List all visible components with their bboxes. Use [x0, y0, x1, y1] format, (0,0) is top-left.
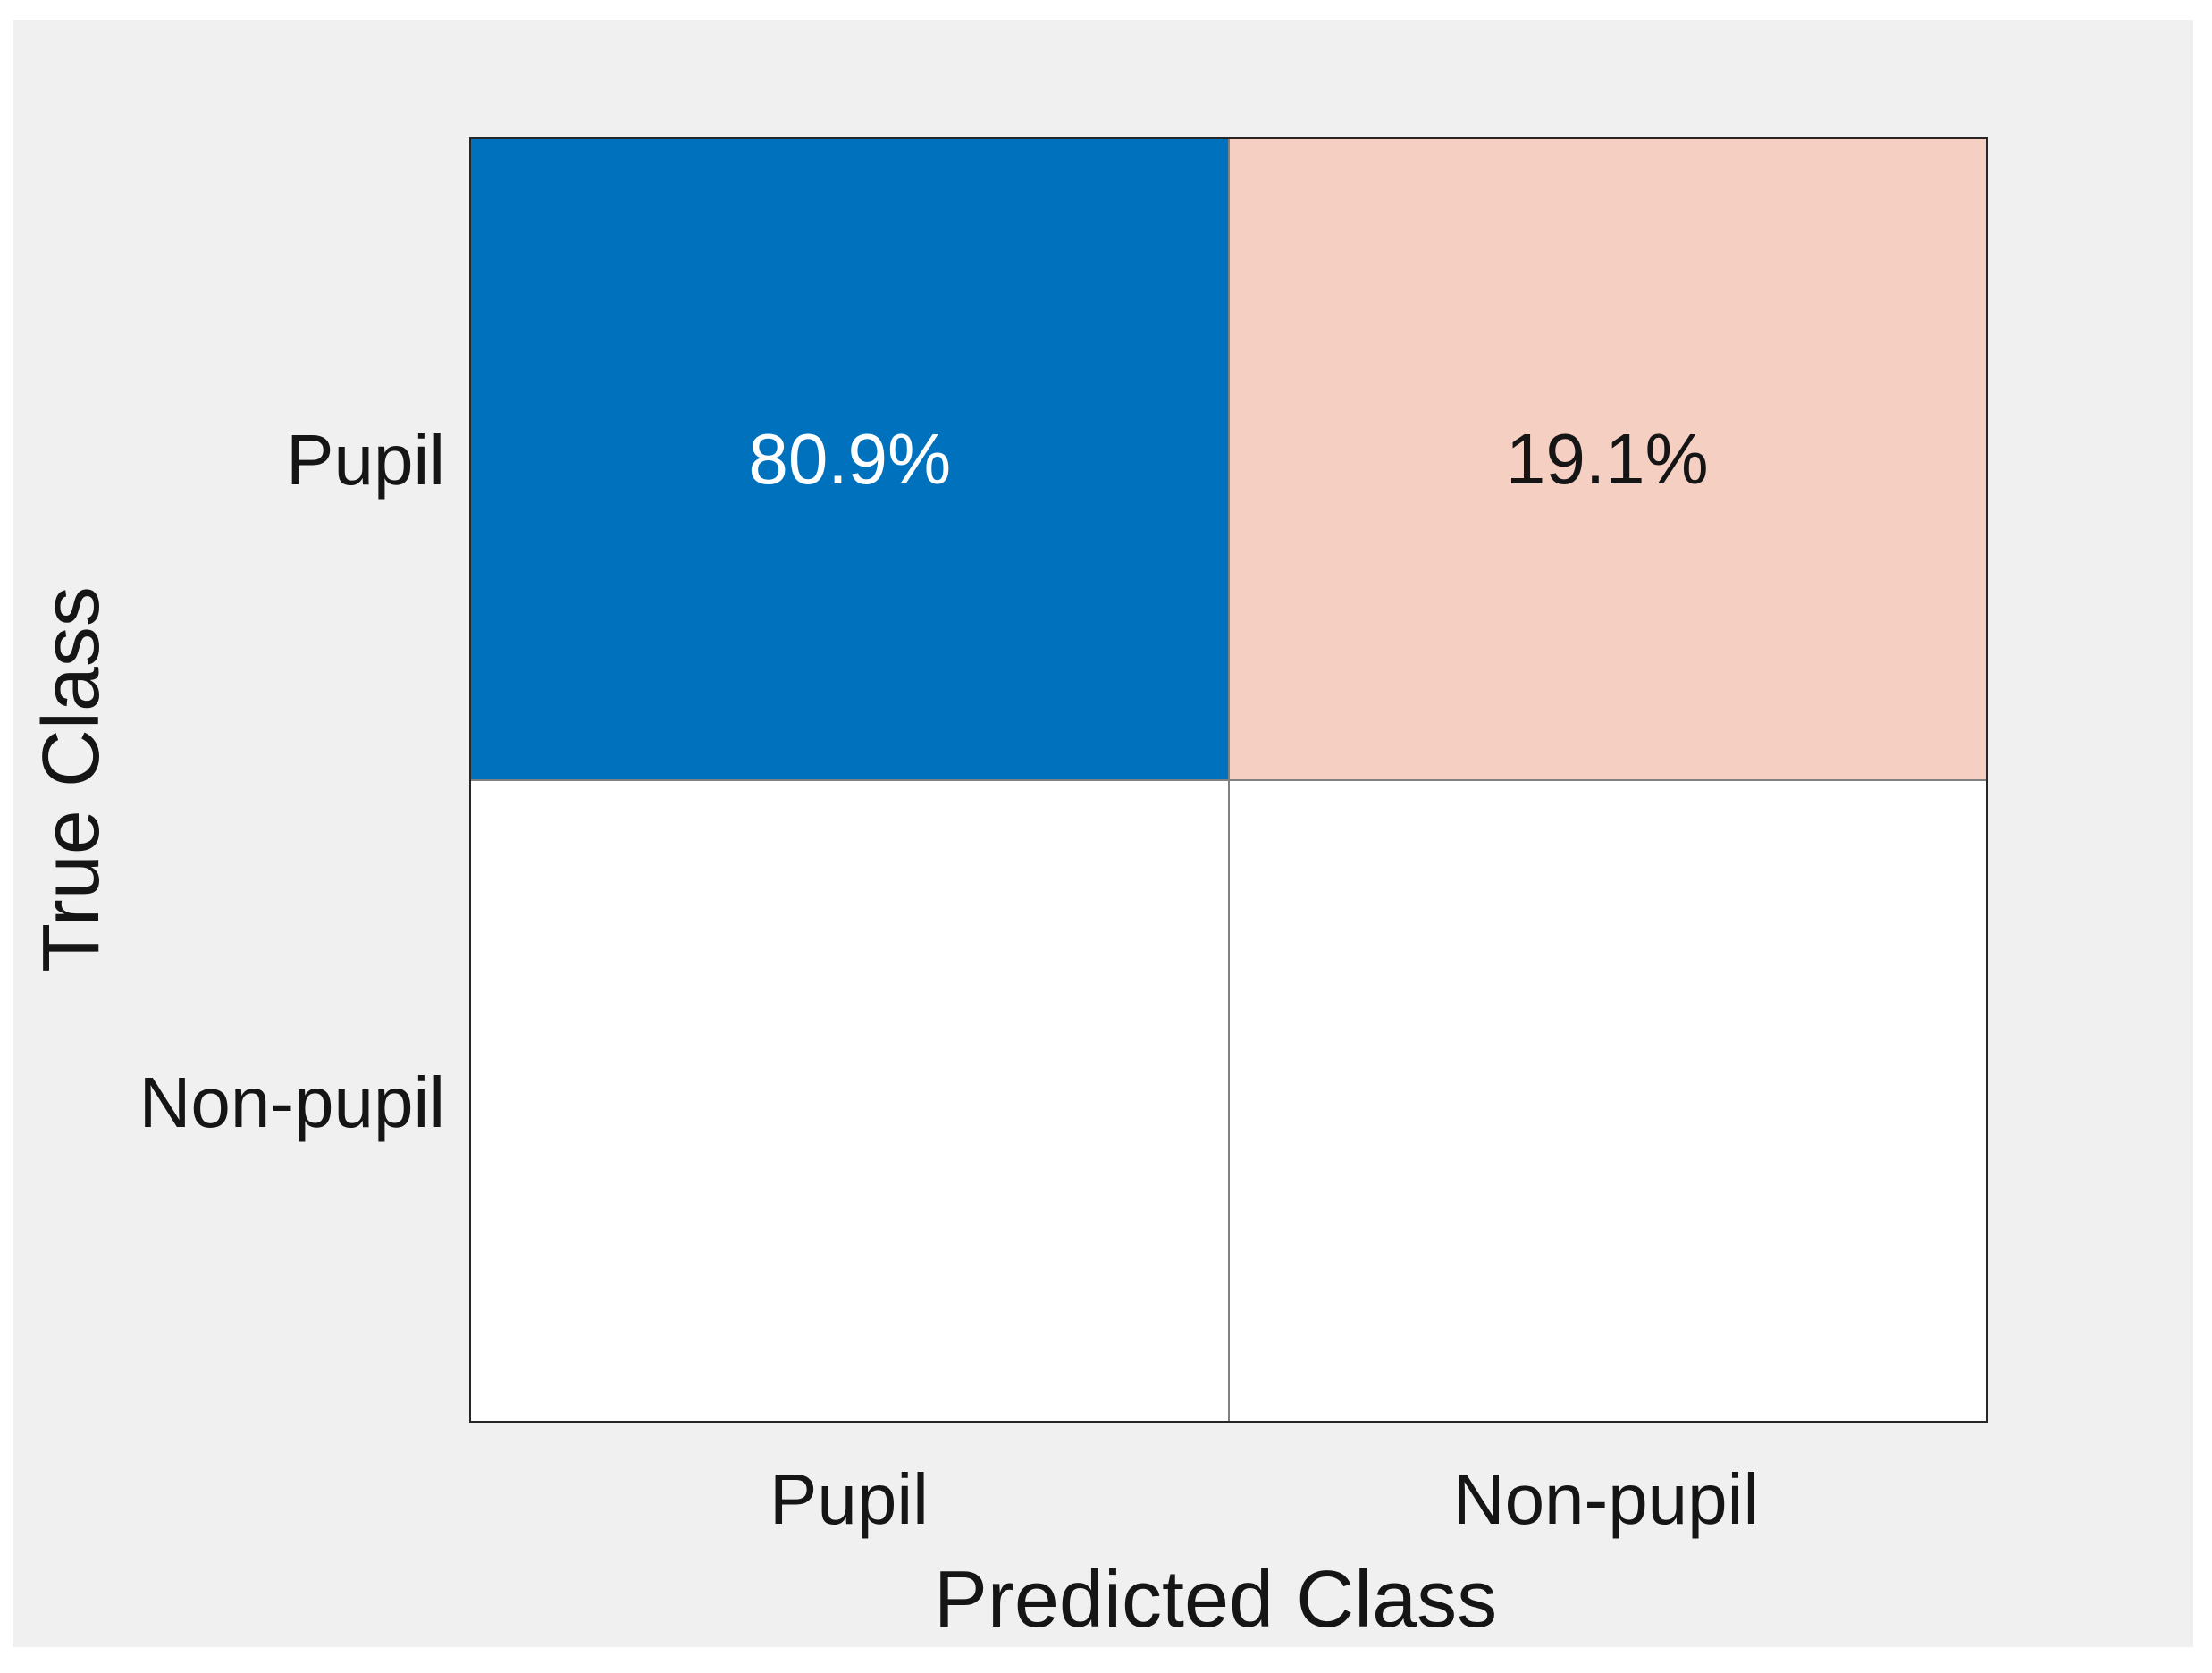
x-tick-label-non-pupil: Non-pupil	[1452, 1459, 1760, 1539]
matrix-cell-true-pupil-pred-non-pupil: 19.1%	[1228, 139, 1986, 780]
matrix-cell-true-pupil-pred-pupil: 80.9%	[471, 139, 1229, 780]
y-tick-label-pupil: Pupil	[286, 420, 445, 500]
cell-value-true-pupil-pred-pupil: 80.9%	[748, 418, 952, 499]
cell-value-true-pupil-pred-non-pupil: 19.1%	[1505, 418, 1709, 499]
cell-divider-horizontal	[471, 778, 1986, 781]
confusion-matrix-axes: 80.9% 19.1%	[469, 137, 1988, 1423]
x-axis-title: Predicted Class	[933, 1555, 1498, 1644]
y-axis-title: True Class	[27, 586, 116, 972]
matrix-cell-true-non-pupil-pred-non-pupil	[1228, 779, 1986, 1421]
matrix-cell-true-non-pupil-pred-pupil	[471, 779, 1229, 1421]
x-tick-label-pupil: Pupil	[770, 1459, 929, 1539]
y-tick-label-non-pupil: Non-pupil	[139, 1063, 445, 1142]
